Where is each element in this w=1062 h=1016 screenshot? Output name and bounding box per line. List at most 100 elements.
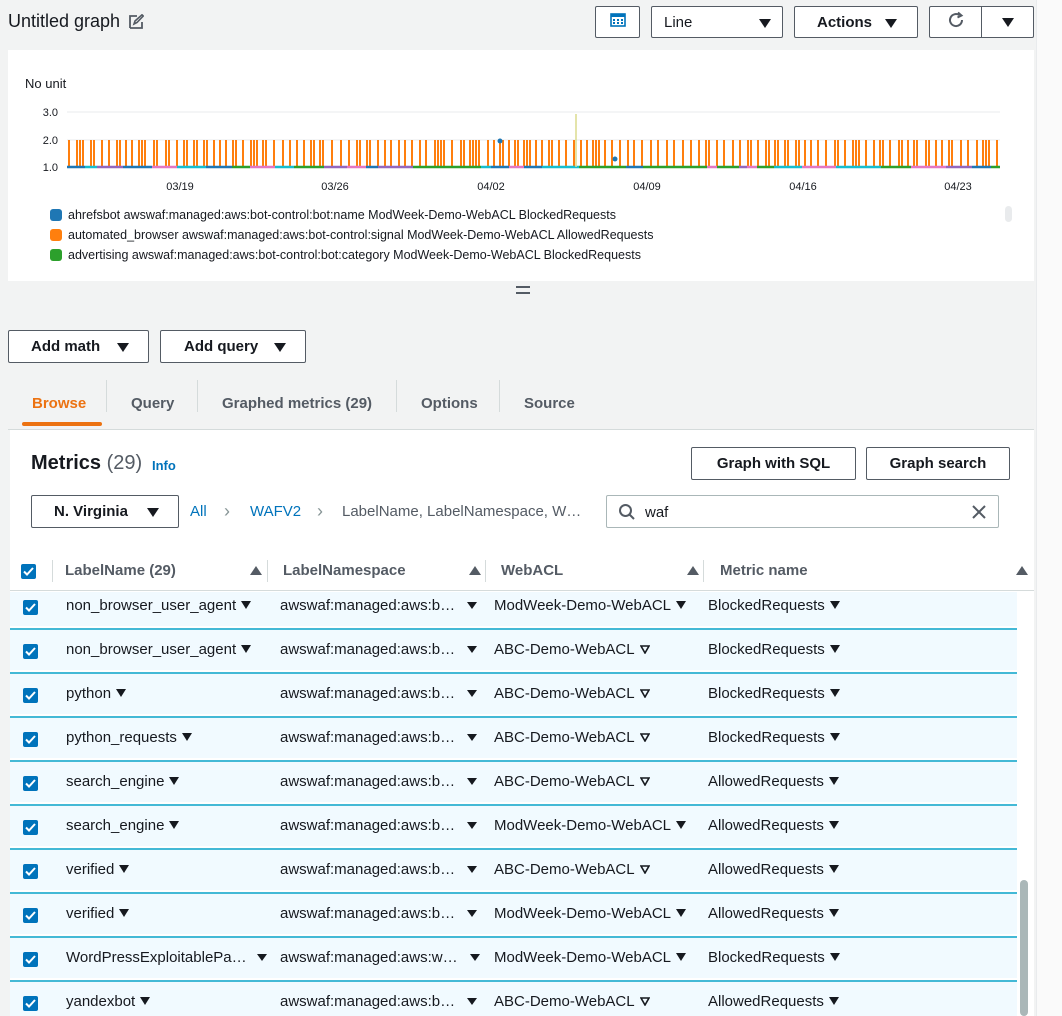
filter-dropdown-icon[interactable] [467, 645, 478, 653]
column-header-metric-name[interactable]: Metric name [720, 561, 808, 579]
filter-dropdown-icon[interactable] [829, 733, 840, 741]
filter-dropdown-icon[interactable] [241, 601, 252, 609]
row-checkbox[interactable] [23, 908, 38, 923]
filter-dropdown-icon[interactable] [676, 601, 687, 609]
filter-dropdown-icon[interactable] [181, 733, 192, 741]
filter-dropdown-icon[interactable] [169, 777, 180, 785]
sort-icon[interactable] [687, 566, 699, 575]
tab-query[interactable]: Query [131, 394, 175, 412]
tab-graphed-metrics[interactable]: Graphed metrics (29) [222, 394, 373, 412]
row-checkbox[interactable] [23, 952, 38, 967]
info-link[interactable]: Info [152, 458, 176, 473]
resize-handle[interactable] [516, 286, 530, 298]
row-checkbox[interactable] [23, 864, 38, 879]
add-math-button[interactable]: Add math [8, 330, 149, 363]
filter-dropdown-icon[interactable] [635, 773, 650, 790]
filter-dropdown-icon[interactable] [676, 953, 687, 961]
table-row[interactable]: verified awswaf:managed:aws:b… ModWeek-Dem… [10, 892, 1017, 934]
tab-browse[interactable]: Browse [32, 394, 87, 412]
filter-dropdown-icon[interactable] [635, 861, 650, 878]
table-row[interactable]: search_engine awswaf:managed:aws:b… ABC-De… [10, 760, 1017, 802]
cell-metric-name: BlockedRequests [708, 938, 840, 976]
filter-dropdown-icon[interactable] [119, 909, 130, 917]
filter-dropdown-icon[interactable] [635, 641, 650, 658]
page-scrollbar[interactable] [1036, 0, 1062, 1016]
table-row[interactable]: search_engine awswaf:managed:aws:b… ModWee… [10, 804, 1017, 846]
filter-dropdown-icon[interactable] [828, 865, 839, 873]
breadcrumb-wafv2[interactable]: WAFV2 [250, 503, 302, 520]
legend-item[interactable]: advertising awswaf:managed:aws:bot-contr… [50, 245, 653, 265]
sort-icon[interactable] [1016, 566, 1028, 575]
sort-icon[interactable] [250, 566, 262, 575]
filter-dropdown-icon[interactable] [676, 821, 687, 829]
filter-dropdown-icon[interactable] [241, 645, 252, 653]
filter-dropdown-icon[interactable] [829, 645, 840, 653]
filter-dropdown-icon[interactable] [828, 777, 839, 785]
filter-dropdown-icon[interactable] [140, 997, 151, 1005]
breadcrumb-all[interactable]: All [190, 503, 207, 520]
row-checkbox[interactable] [23, 732, 38, 747]
column-header-labelname[interactable]: LabelName (29) [65, 561, 176, 579]
table-scrollbar[interactable] [1020, 880, 1028, 1016]
sort-icon[interactable] [469, 566, 481, 575]
filter-dropdown-icon[interactable] [467, 821, 478, 829]
tab-source[interactable]: Source [524, 394, 575, 412]
filter-dropdown-icon[interactable] [829, 689, 840, 697]
table-row[interactable]: python awswaf:managed:aws:b… ABC-Demo-WebA… [10, 672, 1017, 714]
filter-dropdown-icon[interactable] [467, 777, 478, 785]
y-tick-label: 1.0 [43, 162, 58, 174]
column-header-labelnamespace[interactable]: LabelNamespace [283, 561, 406, 579]
filter-dropdown-icon[interactable] [635, 993, 650, 1010]
calendar-button[interactable] [595, 6, 640, 38]
row-checkbox[interactable] [23, 688, 38, 703]
cell-text: ModWeek-Demo-WebACL [494, 948, 672, 966]
table-row[interactable]: WordPressExploitablePa… awswaf:managed:aw… [10, 936, 1017, 978]
chart-type-select[interactable]: Line [651, 6, 783, 38]
filter-dropdown-icon[interactable] [469, 953, 480, 961]
edit-icon[interactable] [128, 13, 145, 30]
refresh-options-button[interactable] [981, 6, 1034, 38]
filter-dropdown-icon[interactable] [635, 685, 650, 702]
filter-dropdown-icon[interactable] [829, 953, 840, 961]
legend-item[interactable]: ahrefsbot awswaf:managed:aws:bot-control… [50, 205, 653, 225]
row-checkbox[interactable] [23, 644, 38, 659]
select-all-checkbox[interactable] [21, 564, 36, 579]
filter-dropdown-icon[interactable] [828, 997, 839, 1005]
filter-dropdown-icon[interactable] [467, 689, 478, 697]
table-row[interactable]: yandexbot awswaf:managed:aws:b… ABC-Demo-W… [10, 980, 1017, 1016]
graph-search-button[interactable]: Graph search [866, 447, 1010, 480]
row-checkbox[interactable] [23, 820, 38, 835]
filter-dropdown-icon[interactable] [828, 909, 839, 917]
add-query-button[interactable]: Add query [160, 330, 306, 363]
filter-dropdown-icon[interactable] [467, 733, 478, 741]
legend-item[interactable]: automated_browser awswaf:managed:aws:bot… [50, 225, 653, 245]
filter-dropdown-icon[interactable] [467, 997, 478, 1005]
filter-dropdown-icon[interactable] [467, 865, 478, 873]
row-checkbox[interactable] [23, 600, 38, 615]
search-input[interactable] [645, 502, 965, 522]
row-checkbox[interactable] [23, 776, 38, 791]
filter-dropdown-icon[interactable] [828, 821, 839, 829]
graph-with-sql-button[interactable]: Graph with SQL [691, 447, 856, 480]
refresh-button[interactable] [929, 6, 982, 38]
filter-dropdown-icon[interactable] [169, 821, 180, 829]
table-row[interactable]: non_browser_user_agent awswaf:managed:aws… [10, 592, 1017, 626]
filter-dropdown-icon[interactable] [676, 909, 687, 917]
column-header-webacl[interactable]: WebACL [501, 561, 564, 579]
filter-dropdown-icon[interactable] [467, 909, 478, 917]
filter-dropdown-icon[interactable] [635, 729, 650, 746]
row-checkbox[interactable] [23, 996, 38, 1011]
table-row[interactable]: non_browser_user_agent awswaf:managed:aws… [10, 628, 1017, 670]
filter-dropdown-icon[interactable] [119, 865, 130, 873]
clear-icon[interactable] [971, 504, 987, 525]
legend-scrollbar[interactable] [1005, 206, 1012, 222]
filter-dropdown-icon[interactable] [116, 689, 127, 697]
actions-button[interactable]: Actions [794, 6, 918, 38]
filter-dropdown-icon[interactable] [256, 953, 267, 961]
table-row[interactable]: python_requests awswaf:managed:aws:b… ABC-… [10, 716, 1017, 758]
filter-dropdown-icon[interactable] [467, 601, 478, 609]
region-select[interactable]: N. Virginia [31, 495, 179, 528]
table-row[interactable]: verified awswaf:managed:aws:b… ABC-Demo-We… [10, 848, 1017, 890]
filter-dropdown-icon[interactable] [829, 601, 840, 609]
tab-options[interactable]: Options [421, 394, 478, 412]
